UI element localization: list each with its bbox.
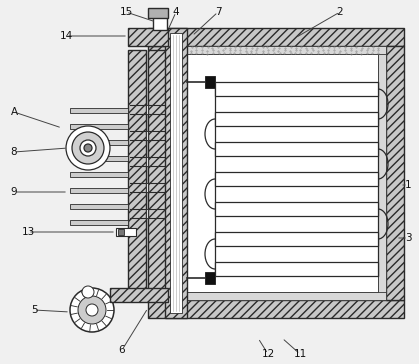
Circle shape (70, 288, 114, 332)
Bar (215, 232, 378, 246)
Text: 8: 8 (11, 147, 17, 157)
Bar (215, 262, 378, 276)
Bar (70, 156, 128, 161)
Text: 15: 15 (119, 7, 133, 17)
Bar (110, 288, 168, 302)
Bar (70, 188, 128, 193)
Text: 9: 9 (11, 187, 17, 197)
Circle shape (66, 126, 110, 170)
Bar (215, 172, 378, 186)
Text: 1: 1 (405, 180, 411, 190)
Bar (153, 14, 167, 30)
Bar (116, 228, 136, 236)
Bar (166, 292, 386, 300)
Text: 7: 7 (215, 7, 221, 17)
Bar (148, 8, 168, 18)
Text: 3: 3 (405, 233, 411, 243)
Bar (146, 105, 148, 114)
Bar (170, 33, 182, 313)
Bar (128, 50, 146, 290)
Bar (70, 140, 128, 145)
Bar (70, 172, 128, 177)
Text: 13: 13 (21, 227, 35, 237)
Bar (165, 28, 187, 318)
Bar (148, 28, 404, 46)
Text: 6: 6 (119, 345, 125, 355)
Bar (215, 112, 378, 126)
Text: 5: 5 (31, 305, 37, 315)
Bar (70, 108, 128, 113)
Bar (166, 46, 386, 54)
Bar (215, 202, 378, 216)
Circle shape (80, 140, 96, 156)
Text: 12: 12 (261, 349, 274, 359)
Bar (118, 229, 124, 235)
Bar (146, 183, 148, 192)
Bar (148, 50, 166, 290)
Bar (70, 124, 128, 129)
Circle shape (82, 286, 94, 298)
Bar (205, 76, 215, 88)
Bar (378, 54, 386, 292)
Bar (146, 209, 148, 218)
Text: A: A (10, 107, 18, 117)
Circle shape (72, 132, 104, 164)
Text: 14: 14 (59, 31, 72, 41)
Text: 11: 11 (293, 349, 307, 359)
Bar (386, 46, 404, 300)
Bar (70, 220, 128, 225)
Bar (146, 157, 148, 166)
Bar (174, 54, 378, 292)
Bar (70, 204, 128, 209)
Text: 4: 4 (173, 7, 179, 17)
Bar (128, 28, 168, 46)
Bar (146, 131, 148, 140)
Bar (205, 272, 215, 284)
Bar (215, 82, 378, 96)
Bar (148, 300, 404, 318)
Circle shape (86, 304, 98, 316)
Bar (146, 50, 148, 290)
Bar (215, 142, 378, 156)
Text: 2: 2 (337, 7, 343, 17)
Bar (166, 54, 174, 292)
Circle shape (78, 296, 106, 324)
Bar (148, 46, 166, 300)
Circle shape (84, 144, 92, 152)
